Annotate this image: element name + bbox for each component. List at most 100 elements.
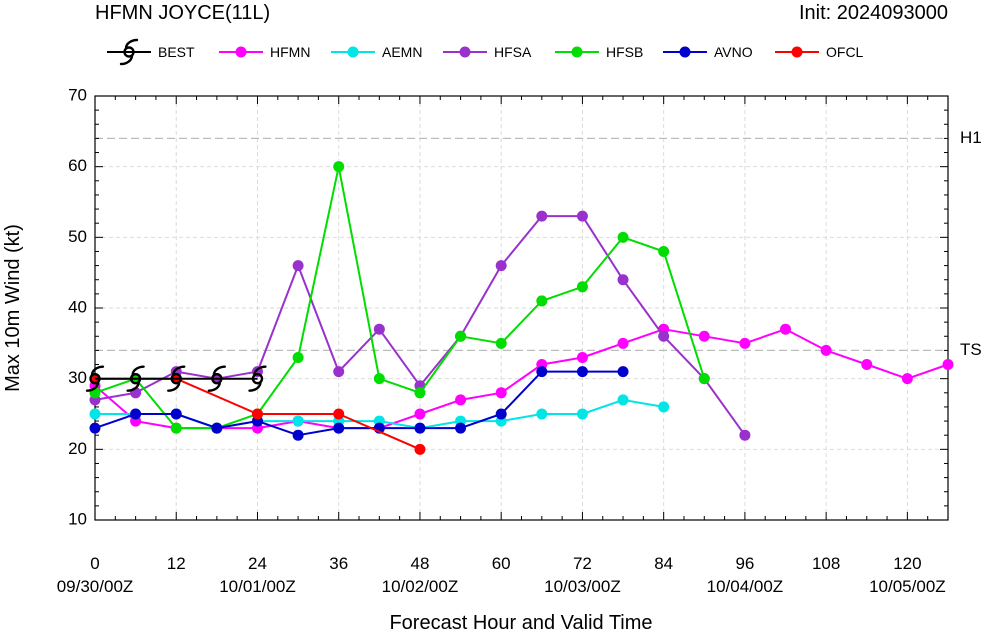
- data-point-avno: [495, 408, 507, 420]
- legend-item-best: BEST: [107, 38, 195, 66]
- data-point-hfmn: [576, 351, 588, 363]
- x-date-label: 10/05/00Z: [869, 577, 946, 596]
- data-point-aemn: [292, 415, 304, 427]
- data-point-avno: [89, 422, 101, 434]
- legend-label: HFMN: [270, 44, 310, 60]
- data-point-ofcl: [414, 443, 426, 455]
- legend-label: OFCL: [826, 44, 864, 60]
- x-tick-label: 48: [410, 554, 429, 573]
- data-point-hfsb: [698, 373, 710, 385]
- data-point-best: [248, 365, 267, 392]
- init-label: Init: 2024093000: [799, 2, 948, 24]
- legend-item-aemn: AEMN: [331, 44, 422, 60]
- data-point-hfmn: [861, 359, 873, 371]
- y-tick-label: 60: [68, 156, 87, 175]
- series-best: [85, 365, 267, 392]
- series-layer: [85, 161, 954, 455]
- data-point-aemn: [617, 394, 629, 406]
- series-line-hfmn: [94, 328, 949, 430]
- data-point-hfsa: [739, 429, 751, 441]
- y-tick-label: 10: [68, 509, 87, 528]
- data-point-hfsb: [292, 351, 304, 363]
- data-point-hfmn: [455, 394, 467, 406]
- data-point-hfsb: [455, 330, 467, 342]
- data-point-hfmn: [495, 387, 507, 399]
- data-point-avno: [414, 422, 426, 434]
- data-point-hfsb: [576, 281, 588, 293]
- data-point-hfmn: [414, 408, 426, 420]
- legend-label: HFSA: [494, 44, 532, 60]
- x-date-label: 09/30/00Z: [57, 577, 134, 596]
- data-point-hfsa: [495, 260, 507, 272]
- data-point-avno: [536, 366, 548, 378]
- x-tick-label: 96: [735, 554, 754, 573]
- data-point-hfsb: [658, 245, 670, 257]
- x-date-label: 10/03/00Z: [544, 577, 621, 596]
- threshold-lines: H1 TS: [95, 128, 982, 359]
- x-date-label: 10/01/00Z: [219, 577, 296, 596]
- data-point-hfsb: [495, 337, 507, 349]
- data-point-best: [126, 365, 145, 392]
- y-tick-label: 70: [68, 85, 87, 104]
- data-point-ofcl: [251, 408, 263, 420]
- data-point-avno: [170, 408, 182, 420]
- data-point-avno: [455, 422, 467, 434]
- legend-label: AEMN: [382, 44, 422, 60]
- data-point-hfsb: [373, 373, 385, 385]
- legend-item-hfsb: HFSB: [555, 44, 643, 60]
- data-point-avno: [576, 366, 588, 378]
- legend-marker: [791, 46, 803, 58]
- legend-label: HFSB: [606, 44, 643, 60]
- legend-marker: [679, 46, 691, 58]
- data-point-hfsb: [333, 161, 345, 173]
- x-date-label: 10/02/00Z: [382, 577, 459, 596]
- data-point-hfmn: [617, 337, 629, 349]
- x-date-label: 10/04/00Z: [707, 577, 784, 596]
- data-point-hfmn: [739, 337, 751, 349]
- y-tick-label: 20: [68, 439, 87, 458]
- axis-ticks: 10 20 30 40 50 60 70 0 12 24 36 48 60 72 84 96 108 120 09/…: [57, 85, 949, 596]
- data-point-hfmn: [901, 373, 913, 385]
- series-line-hfsb: [94, 165, 706, 430]
- data-point-hfsa: [292, 260, 304, 272]
- series-avno: [89, 366, 629, 441]
- data-point-best: [85, 365, 105, 392]
- data-point-hfsa: [536, 210, 548, 222]
- series-line-avno: [94, 370, 623, 437]
- x-tick-label: 84: [654, 554, 673, 573]
- x-tick-label: 12: [167, 554, 186, 573]
- data-point-aemn: [576, 408, 588, 420]
- legend-marker: [235, 46, 247, 58]
- data-point-aemn: [536, 408, 548, 420]
- legend-item-hfmn: HFMN: [219, 44, 310, 60]
- threshold-label-h1: H1: [960, 128, 982, 147]
- series-line-hfsa: [94, 215, 746, 436]
- data-point-avno: [333, 422, 345, 434]
- data-point-aemn: [658, 401, 670, 413]
- legend-item-hfsa: HFSA: [443, 44, 532, 60]
- x-tick-label: 0: [90, 554, 99, 573]
- legend: BEST HFMN AEMN HFSA HFSB AVNO OFCL: [107, 38, 864, 66]
- data-point-hfsa: [617, 274, 629, 286]
- x-tick-label: 24: [248, 554, 267, 573]
- x-tick-label: 72: [573, 554, 592, 573]
- chart-title: HFMN JOYCE(11L): [95, 2, 270, 24]
- x-tick-label: 36: [329, 554, 348, 573]
- x-tick-label: 120: [893, 554, 921, 573]
- data-point-hfmn: [820, 344, 832, 356]
- threshold-label-ts: TS: [960, 340, 982, 359]
- data-point-hfsb: [414, 387, 426, 399]
- y-axis-label: Max 10m Wind (kt): [2, 224, 24, 392]
- y-tick-label: 40: [68, 297, 87, 316]
- data-point-hfsb: [536, 295, 548, 307]
- grid: [95, 96, 948, 520]
- data-point-hfsb: [170, 422, 182, 434]
- y-tick-label: 30: [68, 368, 87, 387]
- legend-item-avno: AVNO: [663, 44, 753, 60]
- x-tick-label: 60: [492, 554, 511, 573]
- legend-hurricane-icon: [119, 38, 139, 66]
- data-point-hfsb: [617, 231, 629, 243]
- data-point-hfsa: [576, 210, 588, 222]
- data-point-avno: [130, 408, 142, 420]
